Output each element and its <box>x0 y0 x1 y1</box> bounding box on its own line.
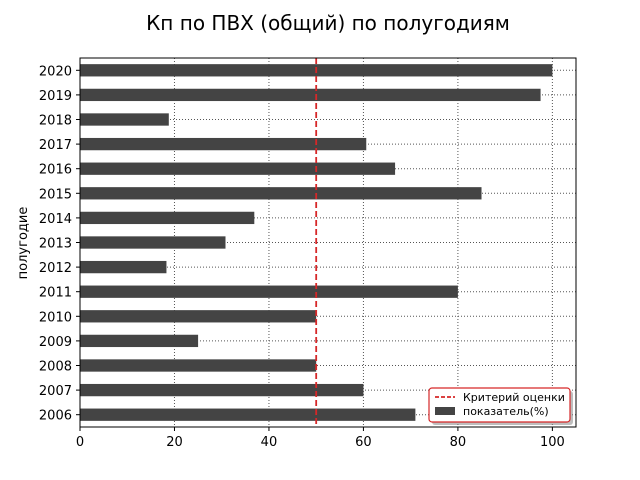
y-tick-label: 2016 <box>39 163 72 178</box>
y-tick-label: 2018 <box>39 114 72 129</box>
y-tick-label: 2020 <box>39 64 72 79</box>
x-tick-label: 20 <box>166 435 183 450</box>
y-tick-label: 2010 <box>39 310 72 325</box>
y-tick-label: 2014 <box>39 212 72 227</box>
x-tick-label: 60 <box>355 435 372 450</box>
y-tick-label: 2007 <box>39 384 72 399</box>
bar <box>80 310 317 323</box>
bar <box>80 334 199 348</box>
bar <box>80 162 396 175</box>
y-tick-label: 2015 <box>39 187 72 202</box>
y-axis-ticks: 2006 2007 2008 2009 2010 2011 2012 2013 2014 2015… <box>39 64 80 424</box>
legend-box <box>428 387 571 423</box>
y-tick-label: 2011 <box>39 286 72 301</box>
chart-title: Кп по ПВХ (общий) по полугодиям <box>146 11 510 35</box>
bar <box>80 236 226 249</box>
y-axis-label: полугодие <box>16 207 31 280</box>
x-tick-label: 40 <box>261 435 278 450</box>
y-tick-label: 2009 <box>39 335 72 350</box>
x-axis-ticks: 0 20 40 60 80 100 <box>76 427 565 450</box>
bar <box>80 383 364 397</box>
y-tick-label: 2006 <box>39 409 72 424</box>
x-tick-label: 0 <box>76 435 84 450</box>
y-tick-label: 2017 <box>39 138 72 153</box>
bar <box>80 187 482 200</box>
x-tick-label: 100 <box>540 435 565 450</box>
legend-series-label: показатель(%) <box>463 405 549 418</box>
bar <box>80 88 541 102</box>
bar <box>80 408 416 421</box>
bar <box>80 137 367 151</box>
y-tick-label: 2012 <box>39 261 72 276</box>
bar <box>80 285 458 298</box>
y-tick-label: 2019 <box>39 89 72 104</box>
y-tick-label: 2013 <box>39 237 72 252</box>
bar <box>80 113 169 126</box>
bar <box>80 211 255 225</box>
bar <box>80 260 167 274</box>
bar <box>80 359 317 372</box>
bars <box>80 64 553 421</box>
legend-reference-label: Критерий оценки <box>463 391 565 404</box>
legend-series-swatch <box>435 407 455 415</box>
y-tick-label: 2008 <box>39 360 72 375</box>
x-tick-label: 80 <box>450 435 467 450</box>
